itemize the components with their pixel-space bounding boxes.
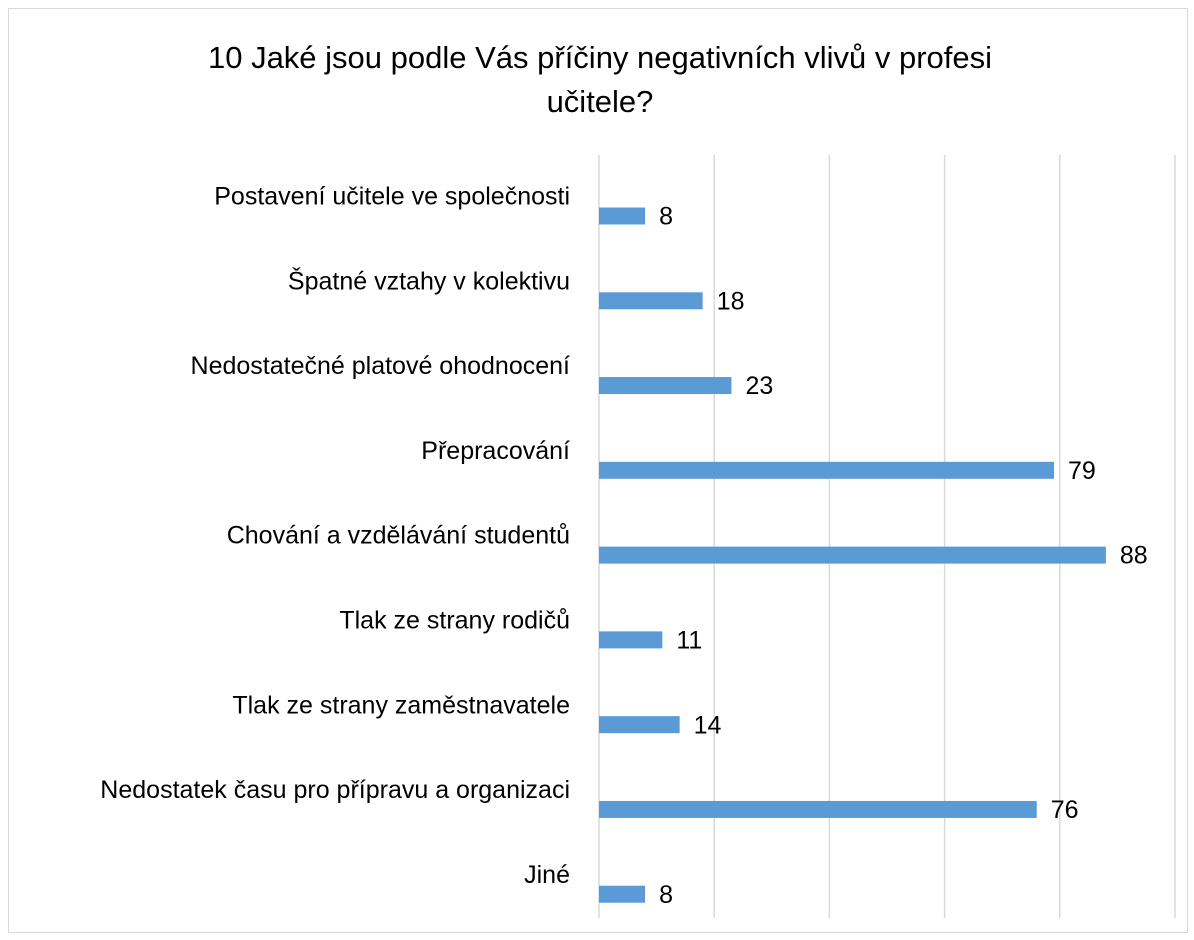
- bar: [599, 292, 703, 310]
- category-label: Nedostatečné platové ohodnocení: [191, 352, 571, 380]
- bar: [599, 377, 732, 395]
- chart-frame: [8, 8, 1188, 933]
- bar: [599, 546, 1106, 564]
- value-label: 14: [694, 711, 722, 739]
- value-label: 88: [1120, 542, 1148, 570]
- value-label: 18: [717, 287, 745, 315]
- category-label: Chování a vzdělávání studentů: [227, 522, 570, 550]
- bar: [599, 461, 1055, 479]
- value-label: 79: [1068, 457, 1096, 485]
- bar: [599, 716, 680, 734]
- category-label: Jiné: [524, 861, 570, 889]
- value-label: 8: [659, 203, 673, 231]
- category-label: Postavení učitele ve společnosti: [214, 183, 570, 211]
- value-label: 8: [659, 881, 673, 909]
- value-label: 23: [745, 372, 773, 400]
- bar: [599, 885, 646, 903]
- value-label: 11: [676, 626, 702, 654]
- value-label: 76: [1051, 796, 1079, 824]
- category-label: Špatné vztahy v kolektivu: [288, 266, 570, 295]
- category-label: Nedostatek času pro přípravu a organizac…: [100, 776, 570, 804]
- category-label: Tlak ze strany rodičů: [339, 606, 570, 634]
- chart-title: 10 Jaké jsou podle Vás příčiny negativní…: [207, 40, 993, 119]
- bar: [599, 800, 1037, 818]
- category-label: Přepracování: [421, 437, 570, 465]
- bar: [599, 207, 646, 225]
- category-label: Tlak ze strany zaměstnavatele: [232, 691, 570, 719]
- bar: [599, 631, 663, 649]
